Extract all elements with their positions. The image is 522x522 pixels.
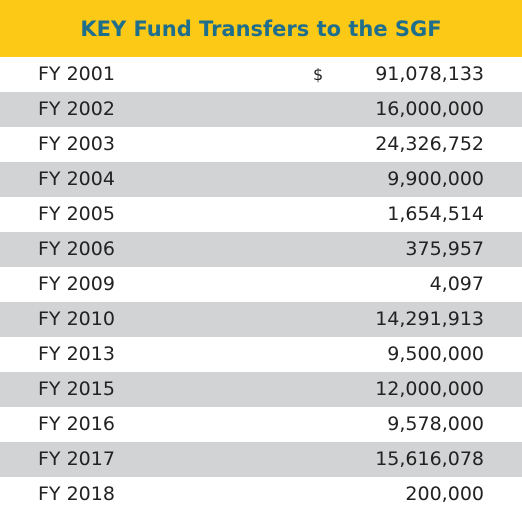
table-row: FY 2016 9,578,000 xyxy=(0,407,522,442)
row-value: 91,078,133 xyxy=(375,63,484,85)
table-row: FY 2005 1,654,514 xyxy=(0,197,522,232)
title: KEY Fund Transfers to the SGF xyxy=(80,16,442,41)
row-label: FY 2001 xyxy=(38,63,115,85)
table: FY 2001 $91,078,133 FY 2002 16,000,000 FY 20… xyxy=(0,57,522,512)
row-label: FY 2005 xyxy=(38,203,115,225)
row-value: 1,654,514 xyxy=(387,203,484,225)
row-value: 9,900,000 xyxy=(387,168,484,190)
row-value: 14,291,913 xyxy=(375,308,484,330)
table-row: FY 2013 9,500,000 xyxy=(0,337,522,372)
row-value: 4,097 xyxy=(429,273,484,295)
row-label: FY 2004 xyxy=(38,168,115,190)
table-row: FY 2006 375,957 xyxy=(0,232,522,267)
row-label: FY 2016 xyxy=(38,413,115,435)
row-value: 16,000,000 xyxy=(375,98,484,120)
table-row: FY 2002 16,000,000 xyxy=(0,92,522,127)
table-row: FY 2003 24,326,752 xyxy=(0,127,522,162)
table-row: FY 2001 $91,078,133 xyxy=(0,57,522,92)
table-row: FY 2009 4,097 xyxy=(0,267,522,302)
row-label: FY 2002 xyxy=(38,98,115,120)
table-row: FY 2010 14,291,913 xyxy=(0,302,522,337)
row-label: FY 2015 xyxy=(38,378,115,400)
row-label: FY 2009 xyxy=(38,273,115,295)
row-value: 375,957 xyxy=(405,238,484,260)
row-label: FY 2013 xyxy=(38,343,115,365)
row-value: 9,578,000 xyxy=(387,413,484,435)
row-value: 200,000 xyxy=(405,483,484,505)
row-label: FY 2003 xyxy=(38,133,115,155)
currency-symbol: $ xyxy=(313,65,324,84)
header: KEY Fund Transfers to the SGF xyxy=(0,0,522,57)
table-row: FY 2018 200,000 xyxy=(0,477,522,512)
row-label: FY 2018 xyxy=(38,483,115,505)
row-label: FY 2017 xyxy=(38,448,115,470)
row-value: 12,000,000 xyxy=(375,378,484,400)
row-value: 9,500,000 xyxy=(387,343,484,365)
row-label: FY 2006 xyxy=(38,238,115,260)
row-value: 15,616,078 xyxy=(375,448,484,470)
table-row: FY 2015 12,000,000 xyxy=(0,372,522,407)
row-value: 24,326,752 xyxy=(375,133,484,155)
row-label: FY 2010 xyxy=(38,308,115,330)
table-row: FY 2004 9,900,000 xyxy=(0,162,522,197)
table-row: FY 2017 15,616,078 xyxy=(0,442,522,477)
